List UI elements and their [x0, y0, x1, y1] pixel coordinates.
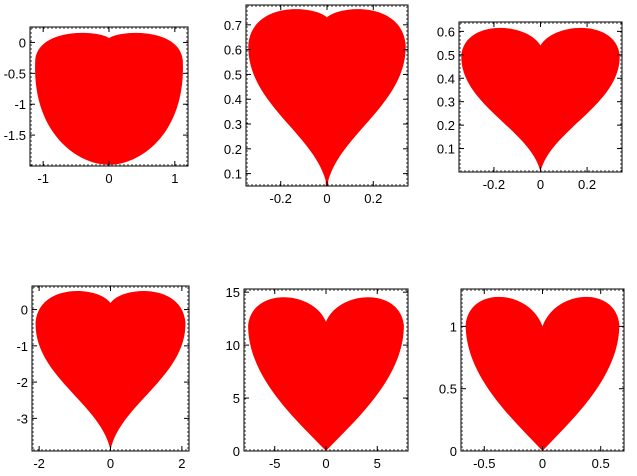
- x-tick-label: 0: [539, 456, 546, 471]
- y-tick-label: 0.7: [224, 18, 242, 33]
- x-tick-label: 0.2: [364, 191, 382, 206]
- x-tick-label: 1: [171, 171, 178, 186]
- heart-shape: [465, 296, 620, 451]
- x-tick-label: 0: [107, 456, 114, 471]
- x-tick-label: -0.2: [483, 177, 505, 192]
- y-tick-label: 0.2: [437, 118, 455, 133]
- y-tick-label: 0.6: [437, 24, 455, 39]
- y-tick-label: 0.4: [224, 92, 242, 107]
- x-tick-label: 0.5: [592, 456, 610, 471]
- heart-panel-4: -2 0 2 0 -1 -2 -3: [16, 285, 190, 471]
- y-tick-label: 0.1: [437, 142, 455, 157]
- minor-ticks: [461, 289, 624, 451]
- minor-ticks: [244, 289, 408, 451]
- minor-ticks: [32, 286, 189, 451]
- y-tick-label: 10: [226, 338, 240, 353]
- y-tick-label: 1: [450, 319, 457, 334]
- y-tick-label: -1.5: [4, 128, 26, 143]
- heart-shape: [461, 27, 620, 173]
- heart-panel-5: -5 0 5 15 10 5 0: [226, 285, 409, 471]
- x-tick-label: -1: [37, 171, 49, 186]
- y-tick-label: -1: [16, 339, 28, 354]
- y-tick-label: -2: [16, 375, 28, 390]
- y-tick-label: 0: [450, 444, 457, 459]
- y-tick-label: 0.4: [437, 71, 455, 86]
- y-tick-label: -3: [16, 411, 28, 426]
- y-tick-label: 5: [233, 391, 240, 406]
- y-tick-label: 0: [21, 303, 28, 318]
- y-tick-label: 0.1: [224, 167, 242, 182]
- minor-ticks: [30, 27, 188, 166]
- x-tick-label: -0.5: [473, 456, 495, 471]
- heart-shape: [248, 9, 406, 187]
- heart-panel-2: -0.2 0 0.2 0.7 0.6 0.5 0.4 0.3 0.2 0.1: [224, 4, 409, 206]
- x-tick-label: 0: [323, 191, 330, 206]
- y-tick-label: -1: [14, 97, 26, 112]
- x-tick-label: -2: [33, 456, 45, 471]
- x-tick-label: -5: [269, 456, 281, 471]
- minor-ticks: [459, 22, 622, 172]
- heart-panel-1: -1 0 1 0 -0.5 -1 -1.5: [4, 26, 189, 186]
- heart-shape: [35, 290, 186, 451]
- y-tick-label: 0: [233, 444, 240, 459]
- y-tick-label: 15: [226, 285, 240, 300]
- x-tick-label: 5: [374, 456, 381, 471]
- minor-ticks: [246, 5, 408, 186]
- x-tick-label: 0: [322, 456, 329, 471]
- y-tick-label: 0.3: [437, 95, 455, 110]
- heart-shape: [248, 297, 404, 451]
- heart-panel-6: -0.5 0 0.5 1 0.5 0: [439, 288, 625, 471]
- y-tick-label: 0: [19, 35, 26, 50]
- y-tick-label: 0.5: [437, 48, 455, 63]
- x-tick-label: 0: [105, 171, 112, 186]
- y-tick-label: 0.2: [224, 142, 242, 157]
- y-tick-label: 0.5: [439, 382, 457, 397]
- y-tick-label: 0.3: [224, 117, 242, 132]
- x-tick-label: 0: [537, 177, 544, 192]
- x-tick-label: -0.2: [270, 191, 292, 206]
- heart-shape: [35, 32, 183, 165]
- heart-panel-3: -0.2 0 0.2 0.6 0.5 0.4 0.3 0.2 0.1: [437, 21, 623, 192]
- x-tick-label: 2: [178, 456, 185, 471]
- y-tick-label: -0.5: [4, 66, 26, 81]
- y-tick-label: 0.6: [224, 43, 242, 58]
- y-tick-label: 0.5: [224, 67, 242, 82]
- x-tick-label: 0.2: [578, 177, 596, 192]
